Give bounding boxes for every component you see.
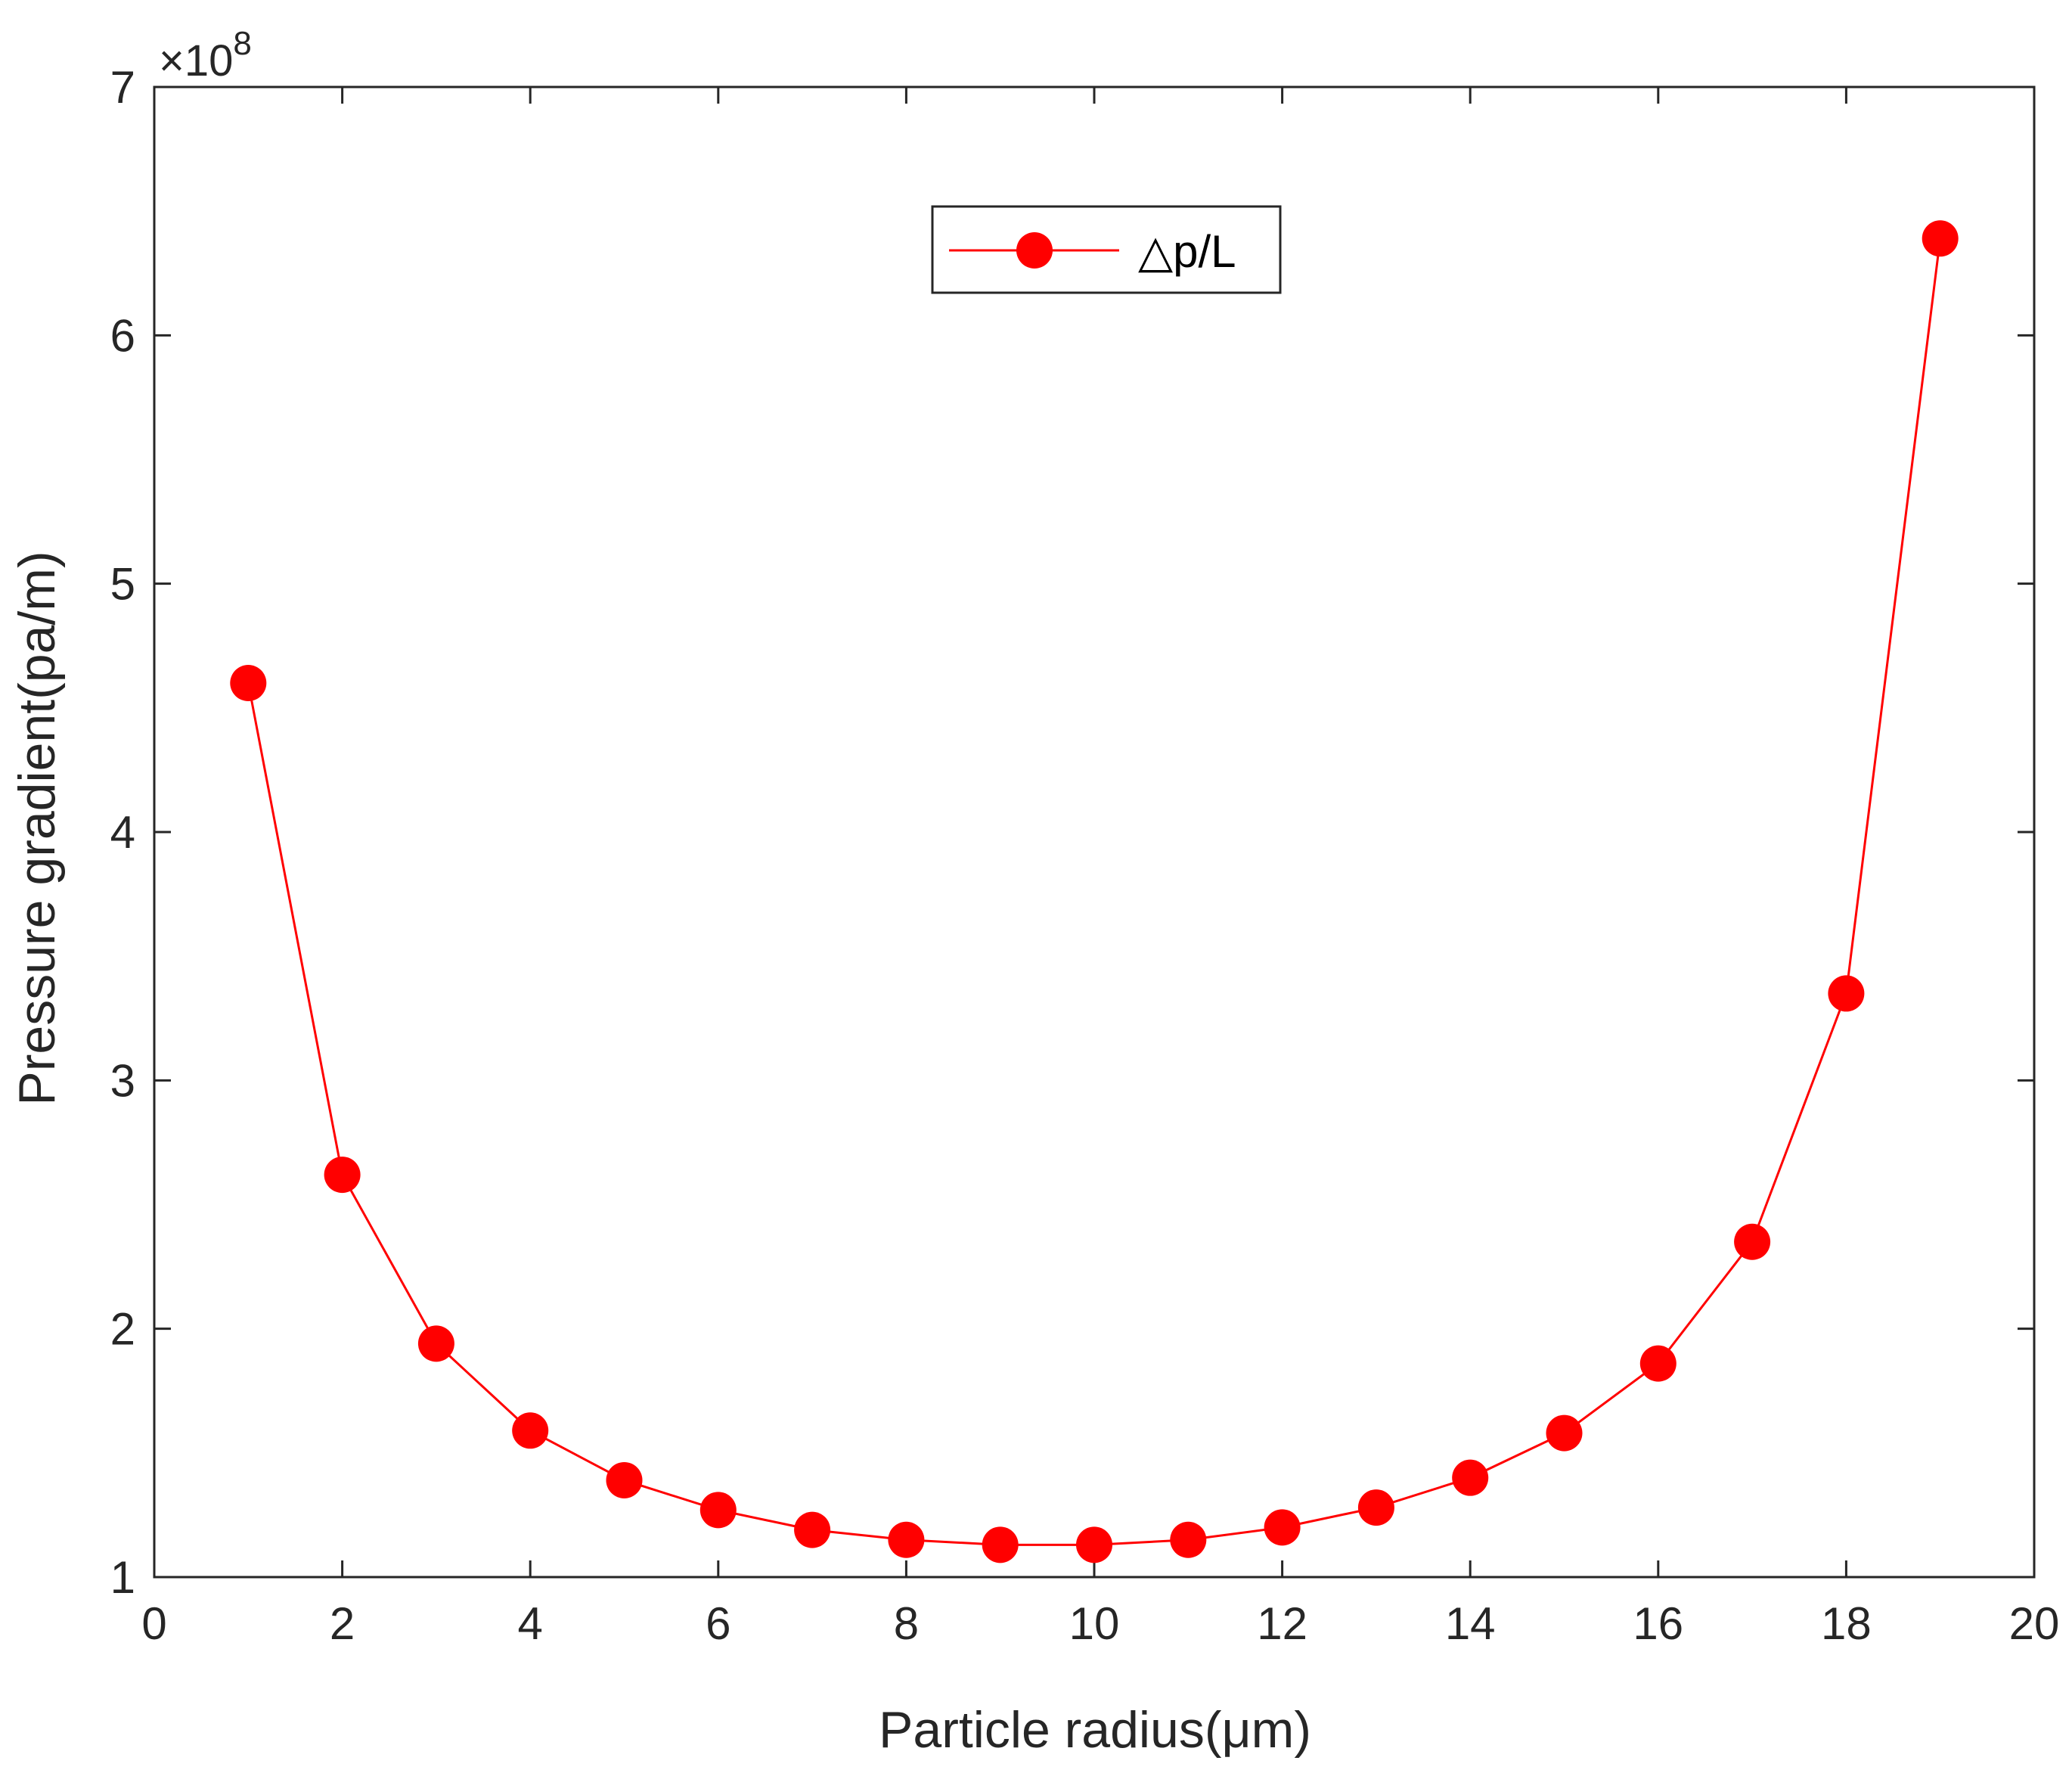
x-tick-label: 2: [330, 1598, 355, 1649]
x-tick-label: 4: [518, 1598, 543, 1649]
x-tick-label: 20: [2009, 1598, 2060, 1649]
data-point: [794, 1511, 831, 1548]
data-point: [1076, 1526, 1112, 1563]
y-tick-label: 3: [110, 1055, 135, 1106]
y-tick-label: 7: [110, 62, 135, 113]
x-tick-label: 16: [1633, 1598, 1683, 1649]
data-point: [982, 1526, 1019, 1563]
data-point: [324, 1157, 361, 1194]
x-tick-label: 6: [706, 1598, 730, 1649]
data-point: [1922, 220, 1959, 257]
series-line: [247, 238, 1942, 1546]
data-point: [888, 1521, 925, 1558]
data-point: [1264, 1509, 1301, 1546]
data-point: [1734, 1223, 1771, 1260]
data-point: [1357, 1489, 1394, 1526]
data-point: [1828, 975, 1865, 1012]
legend-entry-label: △p/L: [1138, 226, 1236, 277]
x-tick-label: 0: [141, 1598, 166, 1649]
y-tick-label: 6: [110, 310, 135, 361]
y-axis-multiplier: ×108: [159, 25, 252, 85]
data-point: [1452, 1459, 1489, 1496]
data-point: [1639, 1345, 1677, 1382]
x-axis-label: Particle radius(μm): [879, 1701, 1311, 1759]
x-tick-label: 18: [1821, 1598, 1872, 1649]
y-tick-label: 4: [110, 807, 135, 858]
x-tick-label: 14: [1445, 1598, 1496, 1649]
data-point: [417, 1325, 454, 1362]
series: [230, 220, 1959, 1563]
x-tick-label: 12: [1257, 1598, 1307, 1649]
x-tick-label: 10: [1069, 1598, 1120, 1649]
data-point: [699, 1492, 737, 1529]
x-tick-label: 8: [894, 1598, 919, 1649]
data-point: [606, 1461, 643, 1498]
legend-marker: [1016, 232, 1053, 269]
y-tick-label: 5: [110, 559, 135, 610]
legend: △p/L: [931, 205, 1282, 294]
y-tick-label: 2: [110, 1304, 135, 1355]
y-axis-label: Pressure gradient(pa/m): [8, 551, 66, 1105]
data-point: [1170, 1521, 1207, 1558]
data-point: [1546, 1414, 1583, 1452]
data-point: [230, 665, 267, 701]
y-tick-label: 1: [110, 1552, 135, 1603]
data-point: [512, 1412, 549, 1449]
